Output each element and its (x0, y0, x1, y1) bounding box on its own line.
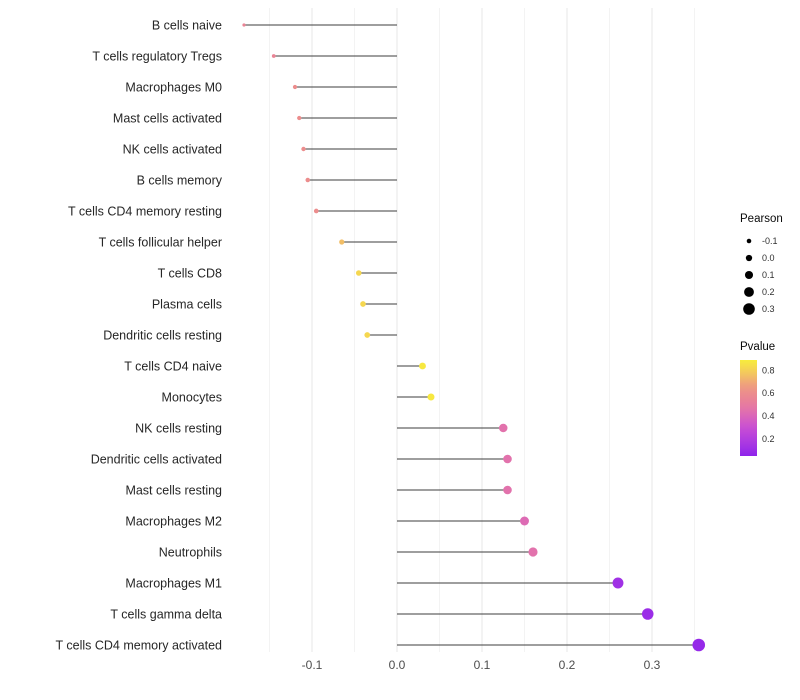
category-label: T cells CD4 memory activated (56, 638, 223, 652)
category-label: T cells gamma delta (110, 607, 222, 621)
category-label: NK cells resting (135, 421, 222, 435)
category-label: T cells CD4 memory resting (68, 204, 222, 218)
lollipop-dot (641, 608, 654, 620)
x-tick-label: -0.1 (302, 658, 323, 672)
category-label: B cells naive (152, 18, 222, 32)
lollipop-dot (528, 547, 538, 557)
color-legend-label: 0.6 (762, 388, 775, 398)
lollipop-dot (305, 177, 310, 183)
x-tick-label: 0.3 (644, 658, 661, 672)
category-label: Plasma cells (152, 297, 222, 311)
category-label: Neutrophils (159, 545, 222, 559)
color-legend-label: 0.8 (762, 365, 775, 375)
category-label: NK cells activated (123, 142, 222, 156)
x-tick-label: 0.2 (559, 658, 576, 672)
size-legend-dot (746, 238, 752, 244)
category-label: Macrophages M1 (125, 576, 222, 590)
lollipop-dot (292, 84, 298, 90)
category-label: Dendritic cells activated (91, 452, 222, 466)
lollipop-dot (355, 270, 362, 276)
size-legend-label: 0.0 (762, 253, 775, 263)
size-legend-label: 0.1 (762, 270, 775, 280)
lollipop-dot (360, 301, 366, 307)
x-tick-label: 0.1 (474, 658, 491, 672)
size-legend-label: 0.3 (762, 304, 775, 314)
lollipop-dot (313, 208, 319, 214)
color-legend-label: 0.2 (762, 434, 775, 444)
category-label: T cells CD8 (158, 266, 222, 280)
size-legend-title: Pearson (740, 213, 783, 225)
category-label: Mast cells resting (125, 483, 222, 497)
lollipop-dot (427, 393, 435, 401)
lollipop-dot (297, 115, 302, 121)
category-label: Monocytes (162, 390, 222, 404)
size-legend-dot (744, 287, 754, 297)
category-label: T cells CD4 naive (124, 359, 222, 373)
size-legend-dot (744, 270, 754, 280)
category-label: T cells follicular helper (99, 235, 222, 249)
color-legend-label: 0.4 (762, 411, 775, 421)
size-legend-dot (743, 303, 755, 315)
lollipop-dot (503, 454, 512, 464)
lollipop-dot (692, 638, 706, 652)
lollipop-dot (301, 146, 306, 152)
lollipop-dot (364, 332, 371, 338)
lollipop-dot (271, 54, 276, 58)
lollipop-dot (520, 516, 529, 526)
lollipop-dot (419, 362, 426, 370)
pvalue-gradient-bar (740, 360, 757, 456)
size-legend-label: 0.2 (762, 287, 775, 297)
category-label: Mast cells activated (113, 111, 222, 125)
lollipop-dot (498, 423, 508, 433)
category-label: Macrophages M2 (125, 514, 222, 528)
color-legend-title: Pvalue (740, 341, 775, 353)
category-label: Macrophages M0 (125, 80, 222, 94)
size-legend-dot (745, 254, 753, 262)
size-legend-label: -0.1 (762, 236, 778, 246)
category-label: T cells regulatory Tregs (92, 49, 222, 63)
lollipop-dot (503, 485, 512, 495)
lollipop-dot (339, 239, 345, 245)
category-label: B cells memory (137, 173, 223, 187)
lollipop-dot (242, 23, 246, 27)
lollipop-dot (612, 577, 624, 589)
x-tick-label: 0.0 (389, 658, 406, 672)
category-label: Dendritic cells resting (103, 328, 222, 342)
